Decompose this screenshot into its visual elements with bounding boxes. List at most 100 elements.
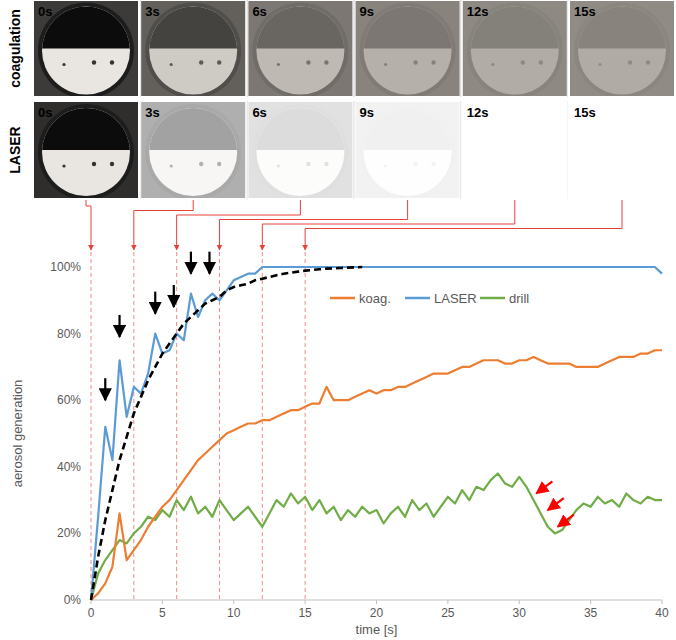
window-dot xyxy=(110,60,114,64)
annotation-arrow xyxy=(548,498,564,510)
legend-swatch xyxy=(480,297,505,300)
x-tick xyxy=(376,600,377,604)
aerosol-haze xyxy=(140,0,246,97)
connector xyxy=(305,200,622,250)
arrows xyxy=(105,252,574,527)
photo: 6s xyxy=(247,101,353,200)
photo-border xyxy=(248,1,353,97)
x-tick-label: 0 xyxy=(88,606,95,620)
annotation-arrow xyxy=(154,292,156,314)
row-label: coagulation xyxy=(7,9,23,88)
photo-background xyxy=(140,0,246,97)
photo-border xyxy=(141,102,246,199)
photo-content xyxy=(355,0,461,97)
annotation-arrow xyxy=(190,252,192,274)
y-tick-label: 60% xyxy=(57,393,81,407)
y-tick xyxy=(88,466,91,467)
aerosol-haze xyxy=(247,101,353,199)
y-tick xyxy=(88,533,91,534)
photo-time-label: 15s xyxy=(574,105,596,120)
photo: 0s xyxy=(33,0,139,99)
window-dot xyxy=(62,63,65,66)
aerosol-haze xyxy=(569,101,675,199)
annotation-arrow xyxy=(118,315,120,337)
photo: 9s xyxy=(355,101,461,200)
photo-background xyxy=(462,101,568,199)
window-dot xyxy=(92,162,96,166)
annotation-arrow xyxy=(173,285,175,307)
window-liquid xyxy=(42,7,130,95)
x-tick-label: 10 xyxy=(227,606,241,620)
annotation-arrow xyxy=(104,378,106,400)
time-marker-line xyxy=(262,252,263,600)
photo-border xyxy=(355,1,460,97)
photo-time-label: 6s xyxy=(252,4,266,19)
photo-border xyxy=(355,102,460,199)
x-tick xyxy=(662,600,663,604)
x-axis-title: time [s] xyxy=(356,622,398,637)
photo: 9s xyxy=(355,0,461,99)
photo: 6s xyxy=(247,0,353,99)
legend: koag.LASERdrill xyxy=(330,291,529,306)
x-tick xyxy=(305,600,306,604)
photo-background xyxy=(33,101,139,199)
photo: 12s xyxy=(462,101,568,200)
series-line xyxy=(91,473,662,600)
photo-background xyxy=(247,0,353,97)
connector xyxy=(262,200,515,250)
x-tick-label: 25 xyxy=(441,606,455,620)
y-tick-label: 20% xyxy=(57,526,81,540)
axes: 05101520253035400%20%40%60%80%100%time [… xyxy=(10,260,669,637)
photo-content xyxy=(462,101,568,199)
x-tick xyxy=(91,600,92,604)
time-marker-line xyxy=(91,252,92,600)
connector xyxy=(86,200,91,250)
y-tick-label: 80% xyxy=(57,327,81,341)
photo-border xyxy=(570,1,675,97)
window-dark-half xyxy=(42,7,130,49)
photo-background xyxy=(569,0,675,97)
window-dot xyxy=(92,60,96,64)
legend-label: koag. xyxy=(359,291,391,306)
x-tick-label: 35 xyxy=(584,606,598,620)
photo-background xyxy=(140,101,246,199)
x-tick-label: 40 xyxy=(655,606,669,620)
photo-border xyxy=(141,1,246,97)
y-tick xyxy=(88,333,91,334)
time-marker-line xyxy=(305,252,306,600)
annotation-arrow xyxy=(558,515,574,527)
window-dot xyxy=(110,162,114,166)
annotation-arrow xyxy=(536,481,552,493)
photo-border xyxy=(34,102,139,199)
photo-background xyxy=(355,0,461,97)
photo-strip: coagulation0s3s6s9s12s15sLASER0s3s6s9s12… xyxy=(7,0,675,200)
y-axis-title: aerosol generation xyxy=(10,380,25,488)
x-tick-label: 20 xyxy=(370,606,384,620)
window-rim xyxy=(38,3,134,98)
photo-border xyxy=(462,102,567,199)
photo-background xyxy=(569,101,675,199)
photo-time-label: 9s xyxy=(360,4,374,19)
x-tick xyxy=(447,600,448,604)
photo-background xyxy=(462,0,568,97)
y-tick-label: 100% xyxy=(50,260,81,274)
photo-content xyxy=(355,101,461,199)
aerosol-haze xyxy=(355,101,461,199)
photo-content xyxy=(140,101,246,199)
connector xyxy=(219,200,407,250)
photo-time-label: 6s xyxy=(252,105,266,120)
photo-border xyxy=(570,102,675,199)
photo: 15s xyxy=(569,101,675,200)
window-liquid xyxy=(42,108,130,196)
photo-border xyxy=(248,102,353,199)
photo-time-label: 0s xyxy=(38,4,52,19)
window-dot xyxy=(62,164,65,167)
photo-content xyxy=(247,0,353,97)
x-tick xyxy=(590,600,591,604)
connector xyxy=(177,200,301,250)
photo-time-label: 12s xyxy=(467,105,489,120)
series-line xyxy=(91,350,662,600)
x-tick-label: 30 xyxy=(513,606,527,620)
photo: 3s xyxy=(140,0,246,99)
aerosol-haze xyxy=(247,0,353,97)
